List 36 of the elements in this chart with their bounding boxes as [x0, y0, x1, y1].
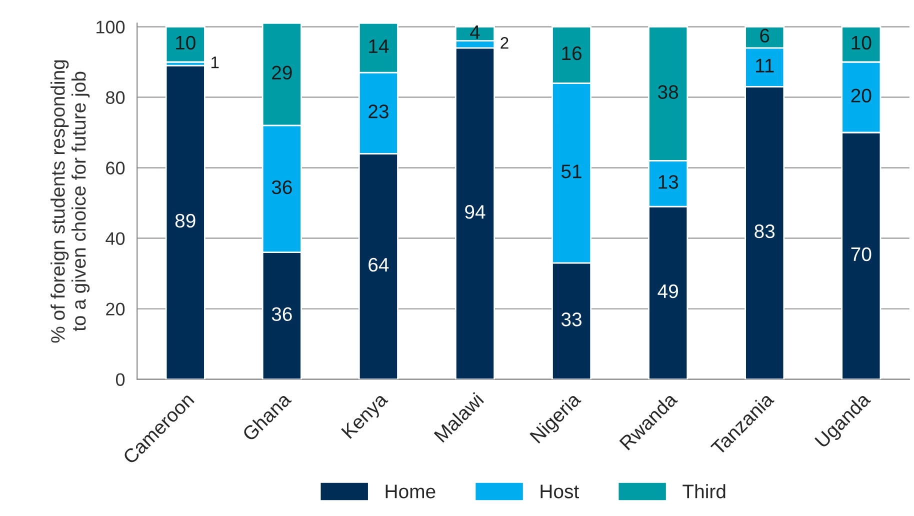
data-label: 10	[176, 36, 196, 50]
data-label: 51	[562, 164, 582, 178]
y-axis-title: % of foreign students responding to a given choice for future job	[50, 60, 90, 343]
data-label: 83	[754, 224, 775, 238]
bar	[165, 26, 206, 63]
data-label: 11	[756, 58, 774, 72]
data-label: 38	[658, 85, 678, 99]
data-label: 36	[272, 180, 292, 194]
data-label: 64	[368, 258, 389, 272]
data-label: 10	[852, 36, 872, 50]
data-label: 16	[562, 46, 582, 60]
legend-label: Home	[386, 484, 436, 498]
data-label: 94	[465, 205, 486, 219]
data-label: 2	[500, 37, 508, 49]
data-label: 13	[658, 175, 678, 189]
data-label: 14	[369, 40, 389, 53]
data-label: 23	[368, 104, 388, 118]
legend-label: Third	[682, 484, 726, 498]
data-label: 6	[760, 28, 770, 43]
y-tick-label: 80	[106, 91, 125, 104]
data-label: 36	[272, 307, 292, 322]
y-tick-label: 20	[106, 302, 125, 316]
y-tick-label: 0	[116, 373, 125, 386]
data-label: 1	[212, 56, 219, 68]
data-label: 20	[851, 88, 872, 102]
data-label: 70	[851, 247, 872, 262]
data-label: 29	[272, 66, 292, 80]
y-tick-label: 40	[106, 232, 125, 245]
data-label: 89	[175, 214, 196, 228]
data-label: 4	[470, 25, 480, 39]
y-tick-label: 100	[96, 20, 125, 34]
bar	[165, 64, 206, 380]
legend-label: Host	[540, 484, 579, 498]
y-tick-label: 60	[106, 162, 125, 174]
data-label: 33	[561, 312, 582, 326]
data-label: 49	[658, 284, 678, 298]
